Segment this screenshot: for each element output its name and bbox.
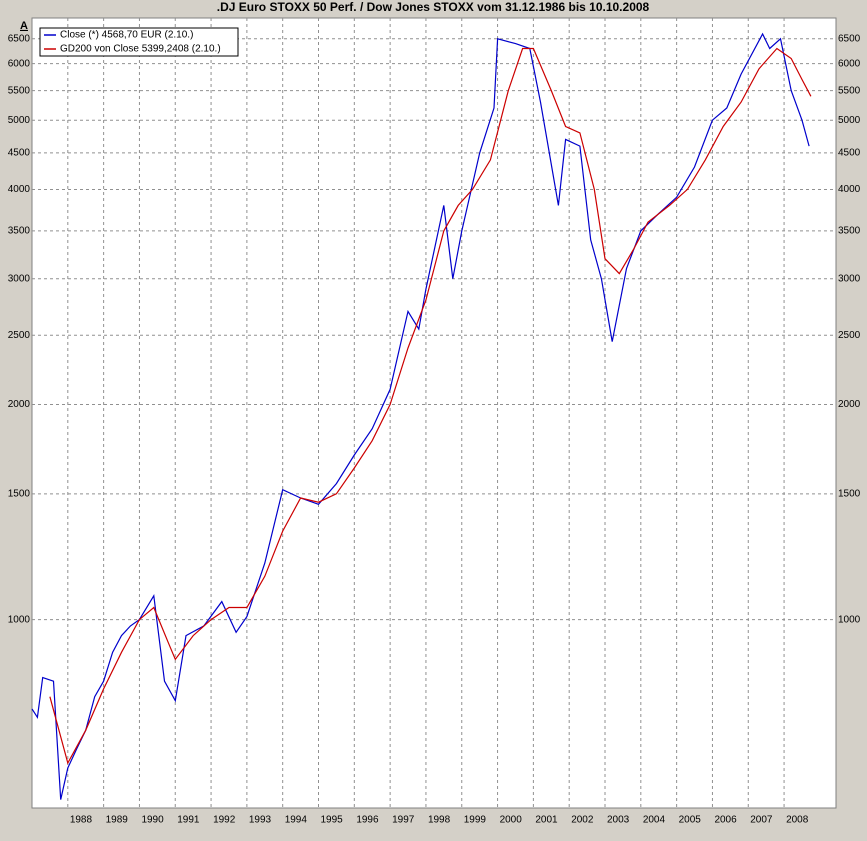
x-tick-label: 1992 [213,815,236,826]
y-tick-label-right: 6000 [838,58,861,69]
y-tick-label-right: 5500 [838,85,861,96]
y-tick-label: 5500 [8,85,31,96]
x-tick-label: 2000 [500,815,523,826]
x-tick-label: 1997 [392,815,415,826]
x-tick-label: 1995 [321,815,344,826]
x-tick-label: 1999 [464,815,487,826]
y-tick-label: 6000 [8,58,31,69]
legend: Close (*) 4568,70 EUR (2.10.) GD200 von C… [39,27,239,57]
chart-title: .DJ Euro STOXX 50 Perf. / Dow Jones STOX… [217,0,650,14]
series-line [31,32,810,800]
y-tick-label: 5000 [8,115,31,126]
y-tick-label-right: 5000 [838,115,861,126]
x-tick-label: 2007 [750,815,773,826]
x-tick-label: 1991 [177,815,200,826]
y-tick-label: 1500 [8,488,31,499]
y-tick-label: 3500 [8,226,31,237]
corner-label: A [20,20,28,32]
x-tick-label: 1988 [70,815,93,826]
x-tick-label: 1990 [141,815,164,826]
y-tick-label-right: 1500 [838,488,861,499]
x-tick-label: 1993 [249,815,272,826]
y-tick-label-right: 2500 [838,330,861,341]
plot-area [31,17,837,809]
y-tick-label: 2500 [8,330,31,341]
x-tick-label: 2006 [714,815,737,826]
x-tick-label: 2002 [571,815,594,826]
y-tick-label-right: 3500 [838,226,861,237]
x-tick-label: 1996 [356,815,379,826]
y-tick-label-right: 4500 [838,148,861,159]
x-tick-label: 1998 [428,815,451,826]
legend-label: GD200 von Close 5399,2408 (2.10.) [60,44,221,55]
y-tick-label-right: 6500 [838,33,861,44]
x-tick-label: 2001 [535,815,558,826]
x-tick-label: 1994 [285,815,308,826]
y-tick-label: 2000 [8,399,31,410]
y-tick-label: 3000 [8,273,31,284]
y-tick-label-right: 2000 [838,399,861,410]
y-tick-label: 6500 [8,33,31,44]
legend-box [39,27,239,57]
y-tick-label-right: 4000 [838,184,861,195]
series-line [49,47,812,765]
y-tick-label-right: 3000 [838,273,861,284]
legend-label: Close (*) 4568,70 EUR (2.10.) [60,30,193,41]
y-tick-label: 1000 [8,614,31,625]
x-tick-label: 2008 [786,815,809,826]
y-tick-label: 4000 [8,184,31,195]
x-tick-label: 2005 [679,815,702,826]
x-tick-label: 2004 [643,815,666,826]
x-tick-label: 2003 [607,815,630,826]
y-tick-label-right: 1000 [838,614,861,625]
x-tick-label: 1989 [106,815,129,826]
y-tick-label: 4500 [8,148,31,159]
